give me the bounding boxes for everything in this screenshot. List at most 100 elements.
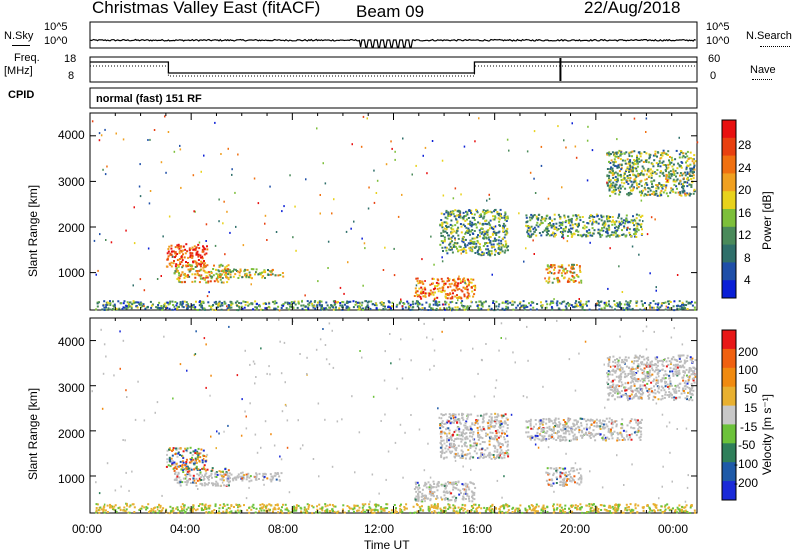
- data-cell: [451, 289, 454, 292]
- data-cell: [666, 167, 669, 170]
- data-cell: [578, 266, 581, 269]
- data-cell: [639, 435, 642, 438]
- data-cell: [650, 180, 653, 183]
- data-cell: [229, 271, 232, 274]
- speckle-cell: [304, 294, 306, 297]
- speckle-cell: [98, 139, 101, 142]
- data-cell: [648, 374, 651, 377]
- data-cell: [174, 251, 177, 254]
- data-cell: [454, 284, 457, 287]
- data-cell: [207, 478, 210, 481]
- data-cell: [416, 295, 419, 298]
- data-cell: [478, 434, 481, 436]
- data-cell: [624, 234, 627, 237]
- data-cell: [613, 378, 616, 381]
- data-cell: [547, 435, 550, 438]
- data-cell: [165, 465, 168, 468]
- data-cell: [630, 438, 633, 441]
- data-cell: [501, 301, 504, 304]
- data-cell: [236, 309, 239, 311]
- speckle-cell: [433, 263, 435, 266]
- data-cell: [450, 439, 453, 442]
- data-cell: [273, 474, 276, 477]
- data-cell: [472, 295, 475, 298]
- data-cell: [451, 240, 453, 243]
- data-cell: [441, 221, 444, 224]
- data-cell: [536, 221, 539, 224]
- data-cell: [203, 307, 206, 310]
- data-cell: [171, 308, 174, 311]
- data-cell: [609, 168, 612, 170]
- data-cell: [608, 160, 610, 163]
- data-cell: [445, 211, 448, 214]
- data-cell: [540, 439, 543, 442]
- speckle-cell: [97, 269, 99, 272]
- speckle-cell: [533, 130, 536, 133]
- data-cell: [649, 168, 652, 171]
- data-cell: [364, 307, 367, 310]
- data-cell: [221, 273, 224, 276]
- data-cell: [567, 430, 570, 433]
- speckle-cell: [580, 281, 583, 284]
- data-cell: [486, 231, 489, 234]
- data-cell: [629, 300, 632, 302]
- data-cell: [652, 398, 655, 401]
- data-cell: [181, 302, 184, 305]
- data-cell: [647, 379, 650, 382]
- data-cell: [562, 472, 565, 475]
- data-cell: [117, 300, 120, 303]
- data-cell: [463, 277, 466, 280]
- data-cell: [192, 260, 194, 263]
- data-cell: [643, 308, 646, 311]
- data-cell: [676, 187, 678, 190]
- data-cell: [597, 300, 600, 303]
- data-cell: [461, 414, 463, 417]
- data-cell: [468, 500, 471, 503]
- data-cell: [666, 174, 668, 177]
- data-cell: [480, 304, 483, 307]
- data-cell: [400, 300, 402, 303]
- data-cell: [467, 227, 470, 230]
- data-cell: [561, 436, 564, 439]
- speckle-cell: [351, 143, 353, 146]
- data-cell: [546, 229, 549, 232]
- speckle-cell: [292, 236, 294, 239]
- data-cell: [196, 264, 199, 267]
- data-cell: [669, 156, 671, 158]
- data-cell: [540, 427, 543, 430]
- speckle-cell: [488, 193, 490, 196]
- data-cell: [511, 300, 514, 303]
- data-cell: [461, 497, 464, 500]
- data-cell: [364, 300, 367, 303]
- cpid-label: CPID: [8, 89, 35, 101]
- data-cell: [541, 222, 544, 224]
- data-cell: [623, 437, 625, 440]
- data-cell: [452, 444, 455, 447]
- data-cell: [626, 301, 629, 304]
- data-cell: [213, 280, 216, 283]
- data-cell: [335, 306, 337, 309]
- data-cell: [543, 438, 546, 441]
- data-cell: [563, 268, 566, 271]
- data-cell: [415, 483, 417, 486]
- data-cell: [465, 485, 468, 488]
- data-cell: [440, 290, 442, 293]
- data-cell: [459, 296, 462, 299]
- data-cell: [578, 429, 581, 431]
- data-cell: [200, 261, 203, 264]
- data-cell: [565, 438, 568, 441]
- data-cell: [175, 477, 178, 480]
- data-cell: [458, 419, 461, 422]
- speckle-cell: [334, 300, 337, 303]
- data-cell: [557, 435, 560, 438]
- data-cell: [196, 473, 199, 476]
- data-cell: [627, 438, 630, 441]
- data-cell: [492, 301, 495, 304]
- data-cell: [611, 184, 614, 187]
- data-cell: [482, 217, 485, 220]
- data-cell: [681, 174, 684, 177]
- data-cell: [448, 237, 451, 240]
- data-cell: [241, 308, 244, 310]
- data-cell: [557, 213, 560, 216]
- data-cell: [564, 221, 567, 224]
